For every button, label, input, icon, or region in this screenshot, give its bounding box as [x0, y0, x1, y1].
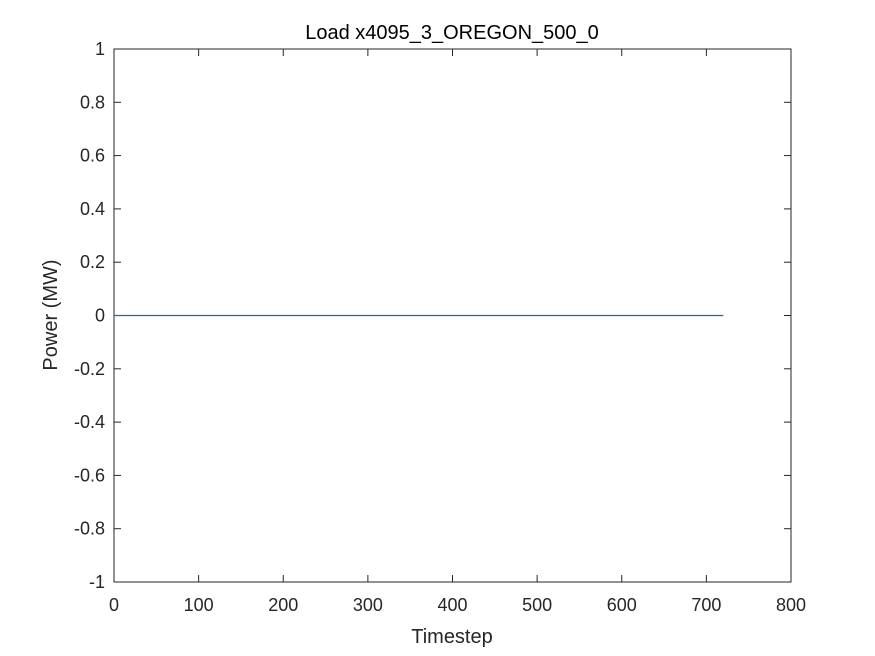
y-tick-label: 0.8: [80, 92, 105, 112]
x-tick-label: 300: [353, 595, 383, 615]
x-tick-label: 0: [109, 595, 119, 615]
x-axis-label: Timestep: [411, 626, 493, 648]
y-tick-label: 0.4: [80, 199, 105, 219]
y-tick-label: -0.2: [74, 359, 105, 379]
x-tick-label: 800: [776, 595, 806, 615]
x-tick-label: 600: [607, 595, 637, 615]
y-axis-label: Power (MW): [40, 259, 62, 370]
x-tick-label: 400: [437, 595, 467, 615]
x-tick-label: 500: [522, 595, 552, 615]
y-tick-label: -0.4: [74, 412, 105, 432]
y-tick-label: -1: [89, 572, 105, 592]
y-tick-label: 0.2: [80, 252, 105, 272]
y-tick-label: 1: [95, 39, 105, 59]
x-tick-label: 200: [268, 595, 298, 615]
chart-title: Load x4095_3_OREGON_500_0: [305, 22, 599, 44]
x-tick-labels: 0 100 200 300 400 500 600 700 800: [109, 595, 806, 615]
y-tick-labels: -1 -0.8 -0.6 -0.4 -0.2 0 0.2 0.4 0.6 0.8 1: [74, 39, 105, 592]
x-tick-label: 700: [691, 595, 721, 615]
y-tick-label: 0: [95, 306, 105, 326]
y-tick-label: 0.6: [80, 146, 105, 166]
y-tick-label: -0.6: [74, 465, 105, 485]
x-tick-label: 100: [184, 595, 214, 615]
tick-marks: [113, 48, 792, 583]
y-tick-label: -0.8: [74, 519, 105, 539]
